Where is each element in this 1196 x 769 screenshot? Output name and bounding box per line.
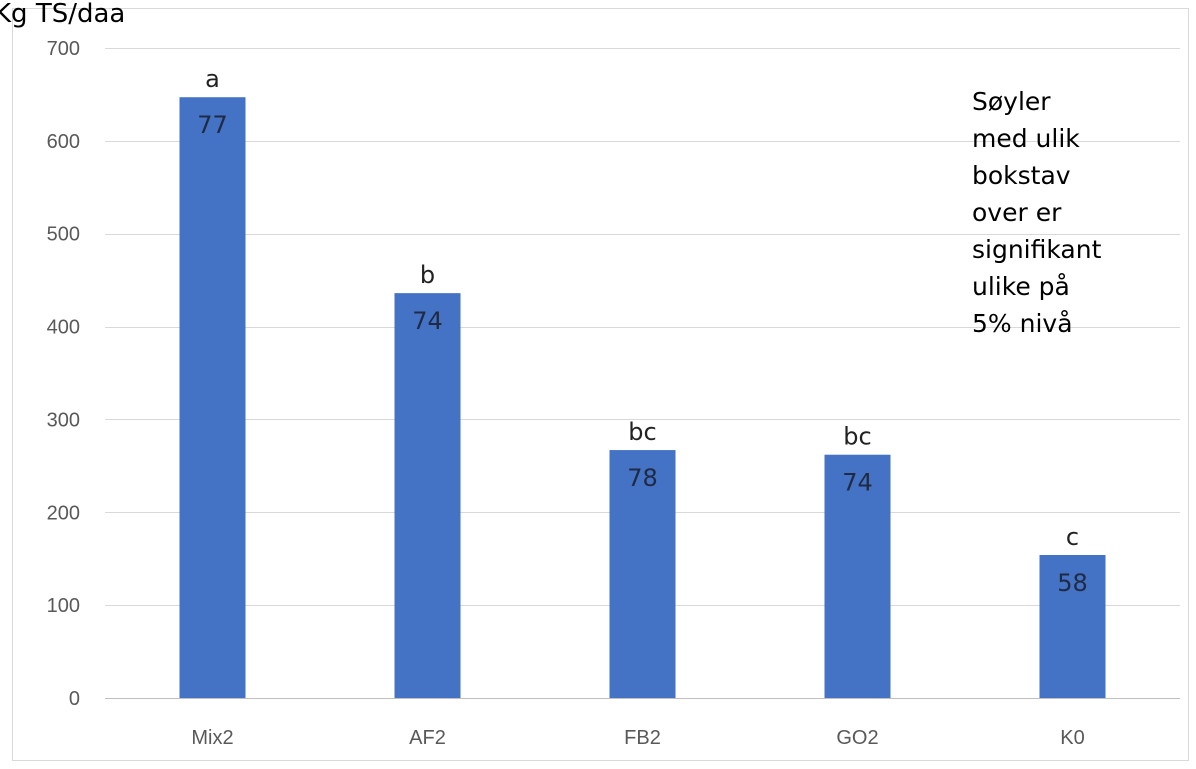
bar-value-label: 74 — [842, 469, 873, 497]
bar-value-label: 74 — [412, 307, 443, 335]
x-category-label: FB2 — [624, 727, 661, 749]
bars — [179, 97, 1106, 698]
significance-letters: a b bc bc c — [205, 65, 1079, 551]
y-axis-ticks: 0 100 200 300 400 500 600 700 — [47, 38, 80, 710]
annotation-line: signifikant — [972, 235, 1102, 264]
plot-frame — [12, 8, 1189, 761]
significance-letter: bc — [843, 423, 871, 451]
bar-mix2 — [179, 97, 246, 698]
annotation-line: Søyler — [972, 87, 1051, 116]
significance-note: Søyler med ulik bokstav over er signifikant u… — [972, 87, 1102, 338]
y-tick-label: 400 — [47, 317, 80, 339]
chart-frame — [12, 8, 1189, 761]
significance-letter: bc — [628, 418, 656, 446]
bar-k0 — [1039, 555, 1106, 698]
annotation-line: ulike på — [972, 272, 1070, 301]
annotation-line: med ulik — [972, 124, 1080, 153]
annotation-line: over er — [972, 198, 1062, 227]
y-tick-label: 100 — [47, 595, 80, 617]
gridlines — [105, 48, 1180, 699]
bar-value-label: 78 — [627, 464, 658, 492]
x-category-label: GO2 — [836, 727, 878, 749]
y-axis-title: Kg TS/daa — [0, 0, 125, 29]
y-tick-label: 300 — [47, 409, 80, 431]
y-tick-label: 200 — [47, 502, 80, 524]
x-axis-labels: Mix2 AF2 FB2 GO2 K0 — [191, 727, 1084, 749]
bar-af2 — [394, 293, 461, 698]
y-tick-label: 500 — [47, 224, 80, 246]
bar-go2 — [824, 454, 891, 698]
bar-value-labels: 77 74 78 74 58 — [197, 111, 1088, 597]
annotation-line: bokstav — [972, 161, 1071, 190]
significance-letter: b — [420, 261, 435, 289]
bar-fb2 — [609, 450, 676, 698]
significance-letter: a — [205, 65, 220, 93]
y-tick-label: 0 — [69, 688, 80, 710]
x-category-label: K0 — [1060, 727, 1084, 749]
y-tick-label: 700 — [47, 38, 80, 60]
significance-letter: c — [1066, 523, 1079, 551]
bar-value-label: 58 — [1057, 569, 1088, 597]
y-tick-label: 600 — [47, 131, 80, 153]
annotation-line: 5% nivå — [972, 309, 1073, 338]
x-category-label: AF2 — [409, 727, 446, 749]
bar-value-label: 77 — [197, 111, 228, 139]
x-category-label: Mix2 — [191, 727, 233, 749]
